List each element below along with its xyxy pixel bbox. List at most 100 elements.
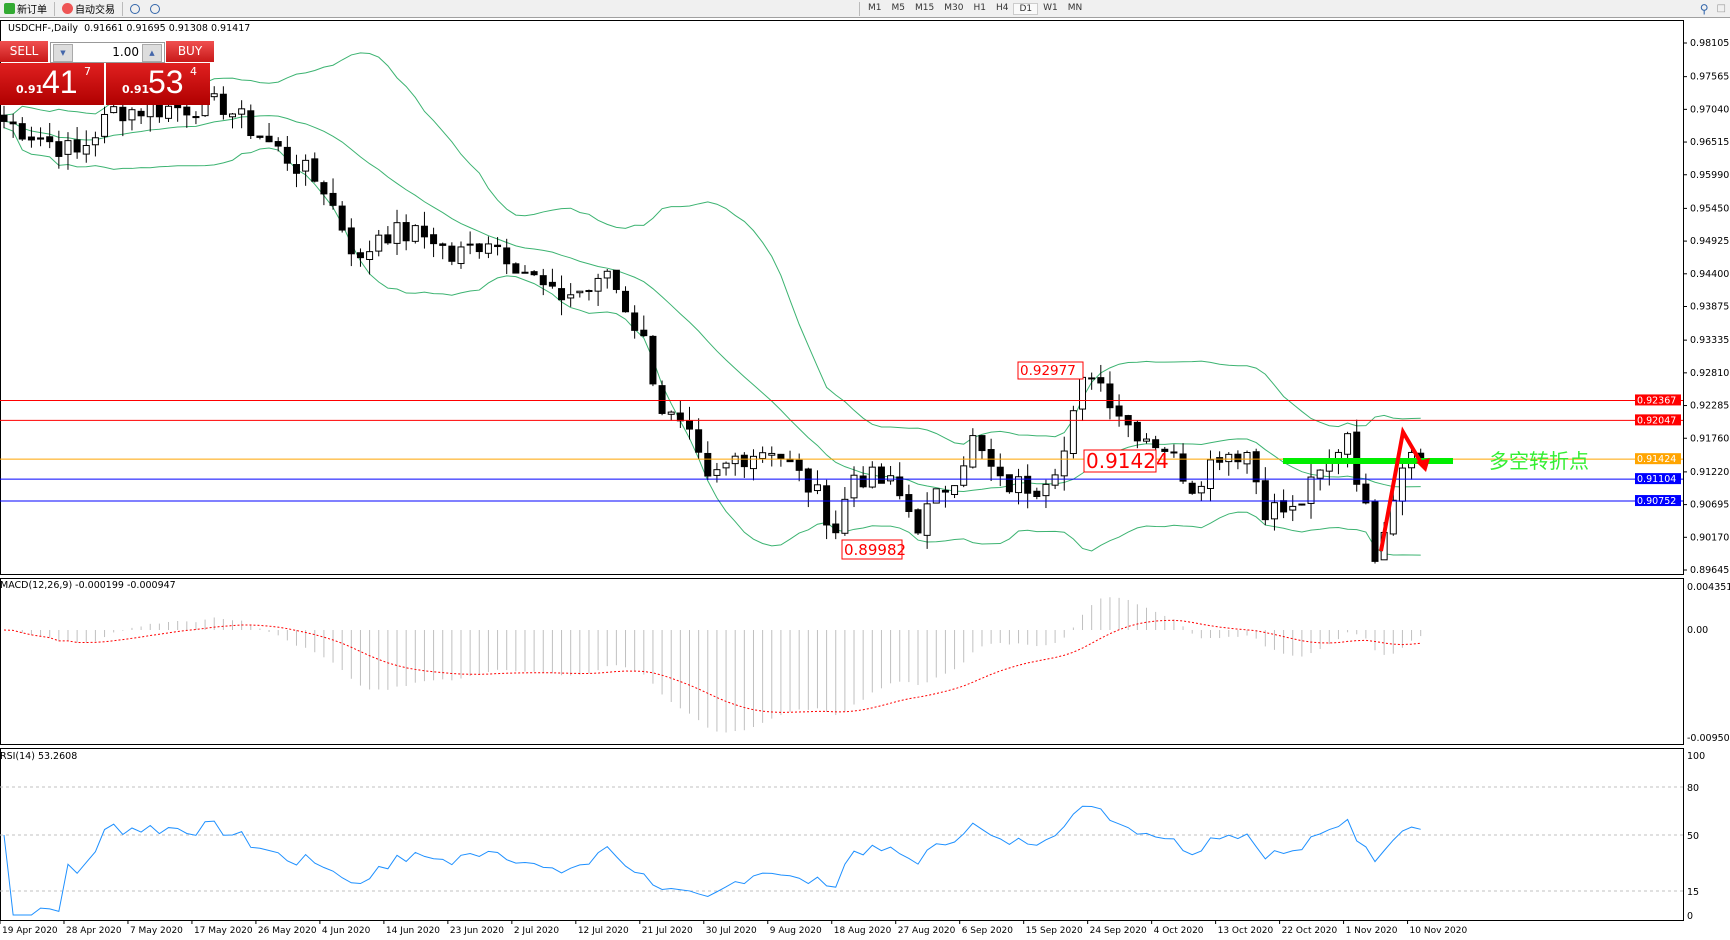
lot-size-stepper: ▼ ▲ xyxy=(50,42,165,63)
price-line-label: 0.92047 xyxy=(1637,415,1676,426)
candle-body xyxy=(731,455,739,465)
timeframe-m1[interactable]: M1 xyxy=(868,2,882,13)
macd-tick-label: -0.009504 xyxy=(1687,733,1730,744)
timeframe-m5[interactable]: M5 xyxy=(891,2,906,13)
candle-body xyxy=(1206,459,1214,490)
candle-body xyxy=(841,498,849,534)
candle-body xyxy=(55,141,63,157)
candle-body xyxy=(1270,502,1278,520)
candle-body xyxy=(813,484,821,492)
bollinger-band-upper xyxy=(3,52,1421,445)
candle-body xyxy=(722,462,730,469)
candle-body xyxy=(1197,485,1205,494)
date-tick-label: 17 May 2020 xyxy=(194,926,253,936)
chat-button[interactable]: □ xyxy=(1713,1,1730,16)
candle-body xyxy=(768,452,776,456)
candle-body xyxy=(174,104,182,109)
candle-body xyxy=(1225,453,1233,463)
candle-body xyxy=(73,139,81,153)
lot-increase-button[interactable]: ▲ xyxy=(142,44,162,62)
sell-price-fraction: 7 xyxy=(84,65,91,78)
candle-body xyxy=(576,290,584,294)
zoom-in-button[interactable] xyxy=(126,1,146,16)
price-tick-label: 0.90695 xyxy=(1690,500,1729,511)
candle-body xyxy=(740,454,748,468)
timeframe-mn[interactable]: MN xyxy=(1067,2,1083,13)
buy-price-fraction: 4 xyxy=(190,65,197,78)
one-click-trading-panel: SELL ▼ ▲ BUY 0.91 41 7 0.91 53 4 xyxy=(0,41,215,105)
date-tick-label: 9 Aug 2020 xyxy=(770,926,822,936)
buy-button[interactable]: BUY xyxy=(166,41,214,62)
date-tick-label: 22 Oct 2020 xyxy=(1282,926,1338,936)
candle-body xyxy=(457,246,465,265)
candle-body xyxy=(1261,480,1269,521)
price-line-label-bg xyxy=(1635,453,1681,465)
sell-price-button[interactable]: 0.91 41 7 xyxy=(0,63,104,105)
new-order-button[interactable]: 新订单 xyxy=(0,1,51,16)
search-button[interactable]: ⚲ xyxy=(1696,1,1713,16)
date-tick-label: 26 May 2020 xyxy=(258,926,317,936)
candle-body xyxy=(1060,450,1068,477)
candle-body xyxy=(795,459,803,471)
candle-body xyxy=(494,244,502,248)
candle-body xyxy=(64,140,72,155)
timeframe-d1[interactable]: D1 xyxy=(1013,2,1039,15)
candle-body xyxy=(1079,376,1087,410)
timeframe-w1[interactable]: W1 xyxy=(1043,2,1058,13)
candle-body xyxy=(612,269,620,290)
candle-body xyxy=(804,468,812,493)
auto-trading-button[interactable]: 自动交易 xyxy=(58,1,119,16)
timeframe-m30[interactable]: M30 xyxy=(944,2,964,13)
candle-body xyxy=(101,113,109,137)
date-tick-label: 24 Sep 2020 xyxy=(1090,926,1147,936)
candle-body xyxy=(1133,421,1141,442)
candle-body xyxy=(686,420,693,430)
candle-body xyxy=(868,466,876,488)
candle-body xyxy=(439,243,447,246)
candle-body xyxy=(1307,476,1315,504)
candle-body xyxy=(503,247,511,265)
candle-body xyxy=(1280,500,1288,513)
timeframe-h4[interactable]: H4 xyxy=(995,2,1009,13)
new-order-icon xyxy=(4,3,15,14)
buy-price-button[interactable]: 0.91 53 4 xyxy=(106,63,210,105)
zoom-out-button[interactable] xyxy=(146,1,166,16)
candle-body xyxy=(347,227,355,255)
price-tick-label: 0.93335 xyxy=(1690,335,1729,346)
main-pane xyxy=(0,20,1684,575)
macd-pane xyxy=(0,578,1684,745)
candle-body xyxy=(274,141,282,147)
candle-body xyxy=(1316,469,1324,479)
timeframe-h1[interactable]: H1 xyxy=(973,2,986,13)
sell-button[interactable]: SELL xyxy=(0,41,48,62)
candle-body xyxy=(1252,451,1260,483)
lot-size-input[interactable] xyxy=(73,44,139,59)
auto-trading-icon xyxy=(62,3,73,14)
candle-body xyxy=(1170,451,1178,454)
candle-body xyxy=(1069,410,1077,455)
candle-body xyxy=(777,453,785,460)
macd-tick-label: 0.00 xyxy=(1687,625,1708,636)
timeframe-m15[interactable]: M15 xyxy=(915,2,935,13)
candle-body xyxy=(1042,483,1050,497)
candle-body xyxy=(631,312,639,331)
price-annotation-box xyxy=(841,539,903,560)
candle-body xyxy=(219,93,227,115)
candle-body xyxy=(384,234,392,244)
candle-body xyxy=(1106,383,1114,409)
price-line-label: 0.91424 xyxy=(1637,454,1676,465)
lot-decrease-button[interactable]: ▼ xyxy=(53,44,73,62)
candle-body xyxy=(914,509,922,534)
red-arrowhead xyxy=(1416,458,1430,472)
candle-body xyxy=(302,159,310,172)
candle-body xyxy=(695,429,703,453)
candle-body xyxy=(1362,483,1370,504)
macd-tick-label: 0.004351 xyxy=(1687,582,1730,593)
price-tick-label: 0.92285 xyxy=(1690,401,1729,412)
candle-body xyxy=(1398,467,1406,502)
candle-body xyxy=(128,109,136,121)
candle-body xyxy=(1051,474,1059,486)
candle-body xyxy=(466,243,474,246)
price-tick-label: 0.95450 xyxy=(1690,203,1729,214)
